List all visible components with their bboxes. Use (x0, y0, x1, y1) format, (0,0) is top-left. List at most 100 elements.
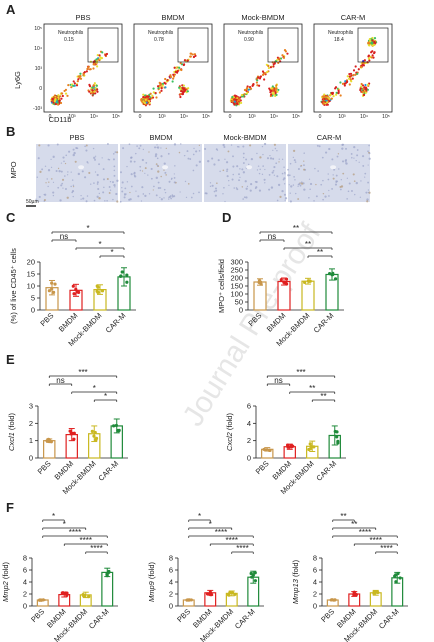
flow-event-dot (93, 63, 96, 66)
flow-event-dot (51, 97, 54, 101)
tissue-nucleus (350, 153, 353, 155)
tissue-nucleus (259, 156, 262, 159)
flow-xtick: 10⁴ (270, 114, 278, 120)
flow-event-dot (182, 84, 186, 87)
x-tick-label: PBS (38, 311, 55, 328)
significance-label: * (93, 384, 96, 393)
tissue-nucleus (245, 158, 248, 161)
flow-event-dot (334, 87, 337, 90)
flow-event-dot (364, 87, 368, 90)
tissue-nucleus (276, 175, 279, 178)
tissue-nucleus (193, 147, 195, 150)
significance-label: **** (359, 528, 371, 537)
tissue-nucleus (84, 176, 87, 179)
tissue-nucleus (126, 181, 129, 183)
histology-title: Mock-BMDM (223, 133, 266, 142)
flow-event-dot (371, 39, 374, 42)
flow-event-dot (100, 57, 104, 60)
tissue-nucleus (96, 173, 99, 177)
flow-event-dot (104, 54, 107, 57)
tissue-nucleus (97, 187, 100, 191)
tissue-nucleus (211, 184, 214, 187)
y-axis-label: Cxcl1 (fold) (7, 413, 16, 451)
neutrophil-gate (87, 27, 119, 63)
tissue-nucleus (139, 169, 142, 172)
data-point (249, 571, 253, 576)
flow-event-dot (178, 66, 181, 69)
flow-xtick: 10³ (338, 114, 346, 120)
flow-event-dot (164, 82, 167, 85)
tissue-nucleus (140, 200, 143, 202)
tissue-nucleus (289, 192, 291, 194)
data-point (120, 270, 124, 274)
flow-event-dot (356, 72, 359, 75)
tissue-nucleus (335, 174, 338, 177)
histology-title: CAR-M (317, 133, 342, 142)
data-point (72, 437, 76, 441)
flow-event-dot (269, 66, 272, 69)
significance-label: ns (268, 232, 276, 241)
flow-event-dot (72, 80, 75, 83)
flow-event-dot (183, 89, 186, 92)
data-point (396, 571, 400, 576)
tissue-nucleus (308, 178, 311, 180)
tissue-nucleus (288, 184, 290, 186)
significance-label: * (198, 512, 201, 521)
data-point (352, 591, 356, 595)
flow-event-dot (326, 101, 329, 104)
tissue-nucleus (44, 165, 47, 167)
tissue-nucleus (279, 195, 282, 198)
tissue-nucleus (367, 164, 369, 166)
bar (43, 440, 56, 459)
flow-dots (140, 52, 197, 107)
tissue-nucleus (71, 179, 74, 181)
tissue-nucleus (47, 144, 50, 147)
data-point (259, 280, 263, 284)
histology-texture (35, 143, 119, 203)
tissue-nucleus (163, 197, 165, 199)
tissue-nucleus (322, 198, 324, 201)
tissue-nucleus (331, 158, 334, 161)
flow-event-dot (237, 98, 240, 102)
tissue-nucleus (284, 197, 288, 200)
tissue-nucleus (338, 168, 340, 170)
tissue-nucleus (232, 173, 234, 176)
tissue-nucleus (114, 151, 117, 153)
panel-letter-e: E (6, 352, 15, 367)
flow-event-dot (147, 99, 151, 103)
flow-event-dot (53, 100, 56, 103)
flow-event-dot (329, 93, 332, 96)
flow-event-dot (361, 63, 364, 66)
tissue-nucleus (328, 147, 331, 151)
significance-label: ** (340, 512, 346, 521)
tissue-nucleus (106, 199, 108, 202)
flow-event-dot (189, 55, 192, 58)
tissue-nucleus (119, 200, 122, 203)
flow-event-dot (324, 102, 327, 105)
flow-xtick: 10⁵ (112, 114, 120, 120)
y-tick-label: 6 (313, 566, 317, 575)
tissue-nucleus (94, 171, 97, 173)
tissue-nucleus (46, 178, 48, 180)
flow-event-dot (73, 82, 76, 85)
tissue-nucleus (359, 196, 362, 198)
significance-label: * (104, 392, 107, 401)
flow-event-dot (160, 87, 163, 90)
flow-xtick: 10³ (68, 114, 76, 120)
flow-event-dot (57, 94, 60, 97)
tissue-nucleus (94, 155, 97, 157)
flow-xtick: 10⁵ (292, 114, 300, 120)
tissue-nucleus (50, 166, 53, 169)
significance-label: *** (78, 368, 87, 377)
vessel (162, 165, 169, 170)
tissue-nucleus (93, 156, 96, 160)
tissue-nucleus (62, 187, 64, 189)
tissue-nucleus (244, 180, 247, 183)
data-point (71, 284, 75, 288)
x-tick-label: BMDM (57, 311, 80, 334)
tissue-nucleus (345, 147, 347, 150)
flow-event-dot (363, 86, 366, 89)
tissue-nucleus (264, 168, 266, 171)
tissue-nucleus (170, 178, 173, 180)
